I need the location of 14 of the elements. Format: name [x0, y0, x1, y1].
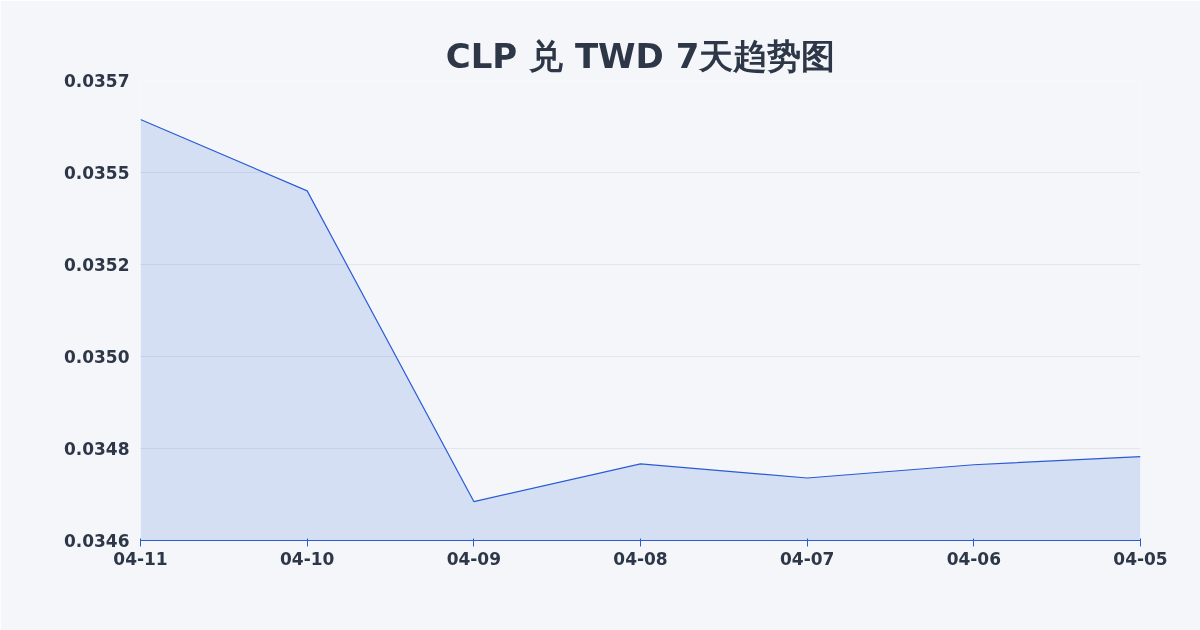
x-tick-label: 04-05 — [1113, 548, 1168, 569]
x-tick-label: 04-08 — [613, 548, 668, 569]
y-tick-label: 0.0357 — [63, 71, 130, 91]
x-tick-label: 04-09 — [446, 548, 502, 569]
x-tick-label: 04-07 — [779, 548, 835, 569]
y-tick-label: 0.0350 — [63, 347, 130, 367]
chart-title: CLP 兑 TWD 7天趋势图 — [445, 35, 836, 76]
x-tick-label: 04-10 — [279, 548, 335, 569]
x-tick-label: 04-11 — [113, 548, 168, 569]
y-tick-label: 0.0355 — [63, 163, 130, 183]
y-tick-label: 0.0352 — [63, 255, 130, 275]
y-tick-label: 0.0348 — [63, 439, 130, 459]
x-tick-label: 04-06 — [946, 548, 1002, 569]
y-tick-label: 0.0346 — [63, 531, 130, 551]
